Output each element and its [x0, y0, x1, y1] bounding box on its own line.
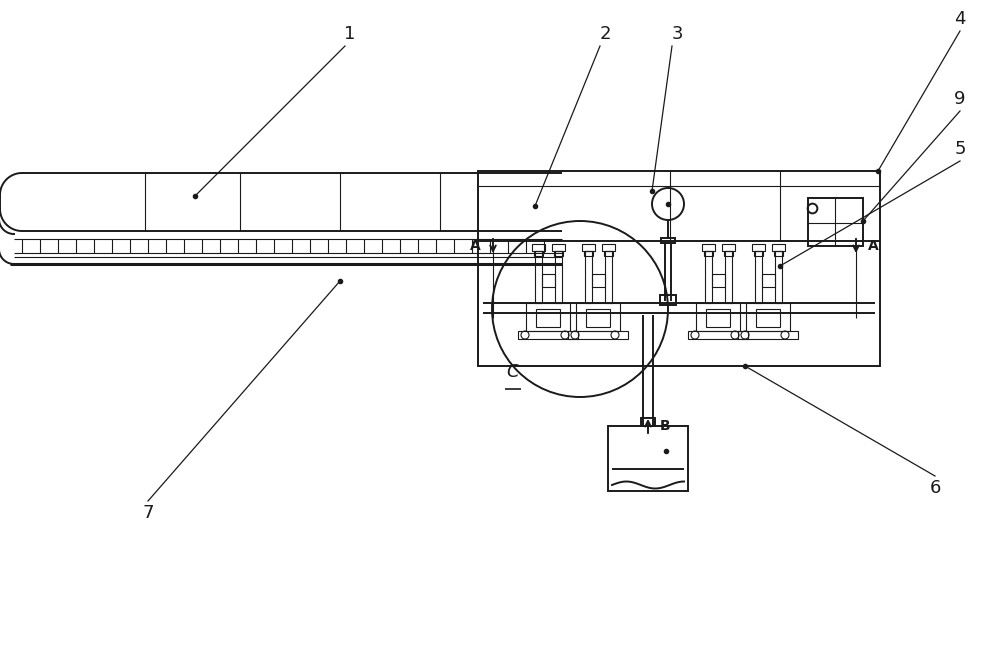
Text: 2: 2	[599, 25, 611, 43]
Bar	[756, 309, 780, 327]
Bar	[774, 251, 783, 256]
Bar	[724, 251, 733, 256]
Bar	[584, 251, 593, 256]
Text: 4: 4	[954, 10, 966, 28]
Bar	[555, 251, 562, 303]
Bar	[586, 309, 610, 327]
Bar	[706, 309, 730, 327]
Bar	[661, 238, 675, 243]
Bar	[536, 309, 560, 327]
Bar	[696, 303, 740, 331]
Bar	[755, 251, 762, 303]
Bar	[576, 303, 620, 331]
Bar	[746, 303, 790, 331]
Text: 5: 5	[954, 140, 966, 158]
Text: 7: 7	[142, 504, 154, 522]
Bar	[534, 251, 543, 256]
Text: 6: 6	[929, 479, 941, 497]
Bar	[754, 251, 763, 256]
Bar	[478, 171, 880, 366]
Bar	[608, 426, 688, 491]
Bar	[641, 418, 655, 426]
Bar	[526, 303, 570, 331]
Bar	[752, 244, 765, 251]
Bar	[775, 251, 782, 303]
Bar	[585, 251, 592, 303]
Bar	[518, 331, 578, 339]
Text: 3: 3	[671, 25, 683, 43]
Text: 9: 9	[954, 90, 966, 108]
Bar	[705, 251, 712, 303]
Bar	[725, 251, 732, 303]
Bar	[660, 295, 676, 305]
Bar	[688, 331, 748, 339]
Text: 1: 1	[344, 25, 356, 43]
Bar	[808, 198, 863, 246]
Bar	[552, 244, 565, 251]
Bar	[772, 244, 785, 251]
Bar	[592, 274, 605, 288]
Bar	[605, 251, 612, 303]
Bar	[532, 244, 545, 251]
Bar	[712, 274, 725, 288]
Bar	[602, 244, 615, 251]
Bar	[568, 331, 628, 339]
Bar	[762, 274, 775, 288]
Bar	[702, 244, 715, 251]
Bar	[738, 331, 798, 339]
Bar	[535, 251, 542, 303]
Bar	[542, 274, 555, 288]
Bar	[704, 251, 713, 256]
Text: C: C	[507, 363, 519, 381]
Bar	[554, 251, 563, 256]
Bar	[582, 244, 595, 251]
Text: A: A	[868, 239, 879, 253]
Bar	[722, 244, 735, 251]
Text: B: B	[660, 419, 671, 433]
Bar	[604, 251, 613, 256]
Text: A: A	[470, 239, 481, 253]
